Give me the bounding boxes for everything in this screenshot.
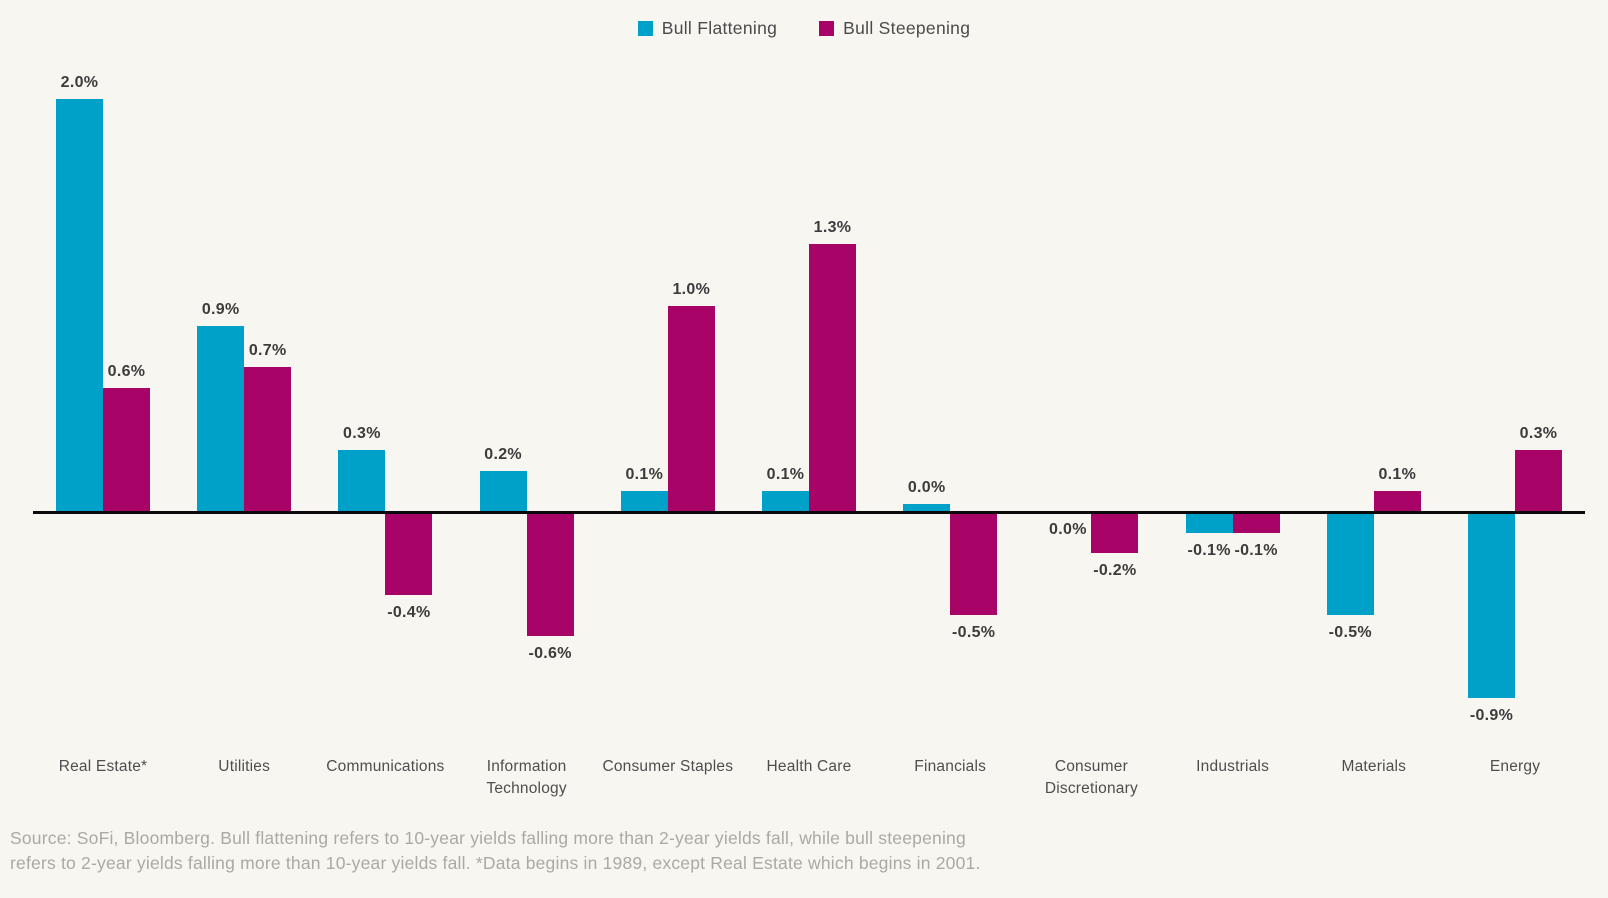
legend-item-bull-steepening: Bull Steepening: [819, 18, 970, 39]
category-label: Financials: [914, 758, 987, 775]
bar-bull-steepening: [103, 388, 150, 512]
source-note: Source: SoFi, Bloomberg. Bull flattening…: [10, 826, 1410, 875]
bar-bull-steepening: [1232, 512, 1280, 533]
value-label: 0.9%: [201, 301, 240, 319]
value-label: -0.5%: [952, 624, 996, 642]
value-label: -0.1%: [1234, 541, 1278, 559]
category-label: Energy: [1489, 758, 1541, 775]
bar-bull-flattening: [1468, 512, 1515, 698]
source-note-line1: Source: SoFi, Bloomberg. Bull flattening…: [10, 828, 966, 848]
category-label: Industrials: [1196, 758, 1270, 775]
value-label: 0.0%: [907, 479, 946, 496]
source-note-line2: refers to 2-year yields falling more tha…: [10, 852, 981, 873]
bar-bull-flattening: [1326, 512, 1374, 616]
value-label: 0.3%: [343, 425, 381, 443]
bar-bull-flattening: [620, 491, 668, 512]
bar-bull-steepening: [1091, 512, 1139, 554]
legend-item-bull-flattening: Bull Flattening: [637, 18, 778, 39]
category-label: Information Technology: [486, 758, 567, 797]
bar-bull-flattening: [56, 99, 103, 512]
legend-label: Bull Flattening: [661, 18, 778, 38]
category-label: Materials: [1341, 758, 1407, 775]
value-label: 0.2%: [484, 445, 522, 463]
bar-bull-flattening: [479, 470, 527, 512]
bar-bull-steepening: [1373, 491, 1421, 512]
value-label: 0.7%: [248, 342, 287, 360]
value-label: -0.9%: [1469, 706, 1514, 724]
value-label: 2.0%: [60, 74, 99, 91]
bar-bull-steepening: [950, 512, 998, 616]
bar-bull-steepening: [667, 305, 715, 512]
value-label: -0.1%: [1187, 541, 1231, 559]
value-label: 0.0%: [1049, 521, 1087, 538]
bar-bull-flattening: [197, 326, 245, 512]
category-label: Consumer Staples: [602, 758, 734, 775]
value-label: 0.1%: [625, 466, 664, 484]
bull-steepening-swatch-icon: [819, 21, 835, 36]
value-label: -0.6%: [528, 644, 572, 662]
value-label: 0.1%: [766, 466, 805, 484]
category-label: Consumer Discretionary: [1044, 758, 1138, 797]
value-label: -0.4%: [387, 603, 431, 621]
bar-bull-steepening: [385, 512, 433, 595]
legend-label: Bull Steepening: [843, 18, 971, 38]
category-label: Real Estate*: [58, 758, 148, 775]
bar-bull-steepening: [809, 243, 856, 512]
value-label: 0.6%: [107, 363, 146, 381]
chart-legend: Bull Flattening Bull Steepening: [0, 18, 1608, 39]
bar-bull-flattening: [1185, 512, 1233, 533]
category-label: Communications: [326, 758, 445, 775]
value-label: 1.0%: [672, 280, 711, 298]
value-label: 0.1%: [1378, 466, 1417, 484]
bar-bull-flattening: [762, 491, 809, 512]
bar-bull-flattening: [903, 504, 951, 512]
bull-flattening-swatch-icon: [637, 21, 653, 36]
value-label: -0.2%: [1093, 562, 1137, 580]
category-label: Health Care: [766, 758, 852, 775]
bar-bull-steepening: [244, 367, 292, 512]
bar-bull-steepening: [1515, 450, 1562, 512]
value-label: 1.3%: [813, 218, 852, 236]
zero-axis-line: [33, 511, 1585, 514]
bar-bull-steepening: [526, 512, 574, 636]
category-label: Utilities: [218, 758, 271, 775]
value-label: -0.5%: [1328, 624, 1372, 642]
bar-bull-flattening: [338, 450, 386, 512]
value-label: 0.3%: [1519, 425, 1558, 443]
